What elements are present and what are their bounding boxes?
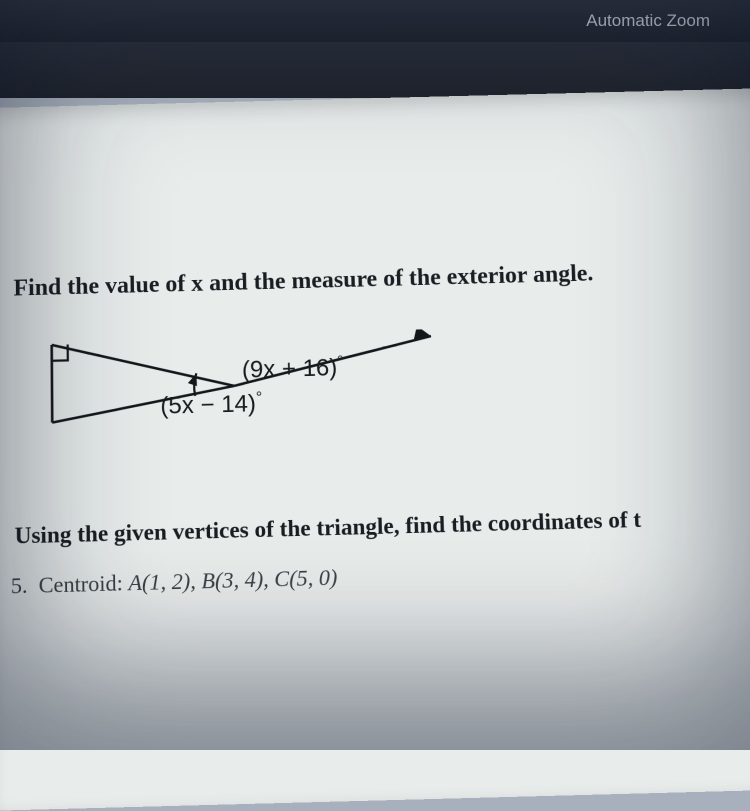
vertices-list: A(1, 2), B(3, 4), C(5, 0) bbox=[128, 564, 337, 595]
section-heading: Using the given vertices of the triangle… bbox=[15, 500, 750, 552]
question-label: Centroid: bbox=[39, 570, 123, 598]
triangle-figure: (9x + 16)° (5x − 14)° bbox=[34, 328, 457, 459]
pdf-toolbar: Automatic Zoom bbox=[0, 0, 750, 42]
toolbar-shadow-band bbox=[0, 42, 750, 98]
zoom-label[interactable]: Automatic Zoom bbox=[586, 11, 710, 31]
document-page: Find the value of x and the measure of t… bbox=[0, 88, 750, 811]
question-number: 5. bbox=[11, 572, 33, 599]
question-prompt: Find the value of x and the measure of t… bbox=[9, 254, 750, 306]
question-5: 5. Centroid: A(1, 2), B(3, 4), C(5, 0) bbox=[11, 553, 750, 599]
exterior-angle-expression: (9x + 16)° bbox=[242, 353, 344, 384]
interior-angle-expression: (5x − 14)° bbox=[160, 389, 262, 421]
